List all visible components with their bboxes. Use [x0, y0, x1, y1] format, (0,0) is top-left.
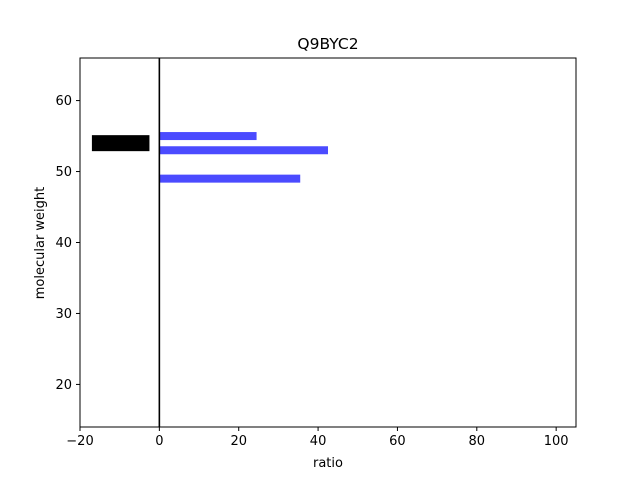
x-tick-label: 80 [469, 434, 486, 449]
y-tick-label: 40 [55, 236, 72, 251]
x-tick-label: 0 [155, 434, 163, 449]
y-axis-label: molecular weight [33, 187, 48, 300]
y-tick-label: 50 [55, 165, 72, 180]
x-axis-label: ratio [313, 456, 343, 471]
bar-2 [159, 132, 257, 141]
x-tick-label: 60 [389, 434, 406, 449]
x-axis: −20 0 20 40 60 80 100 [66, 427, 569, 449]
x-tick-label: −20 [66, 434, 93, 449]
x-tick-label: 40 [310, 434, 327, 449]
x-tick-label: 20 [230, 434, 247, 449]
y-axis: 20 30 40 50 60 [55, 94, 80, 393]
bar-4 [159, 174, 301, 183]
x-tick-label: 100 [544, 434, 569, 449]
y-tick-label: 60 [55, 94, 72, 109]
plot-frame [79, 57, 577, 428]
bar-1 [91, 135, 150, 152]
plot-area [91, 58, 328, 427]
y-tick-label: 30 [55, 307, 72, 322]
bar-3 [159, 146, 328, 155]
y-tick-label: 20 [55, 378, 72, 393]
chart-title: Q9BYC2 [297, 35, 358, 53]
